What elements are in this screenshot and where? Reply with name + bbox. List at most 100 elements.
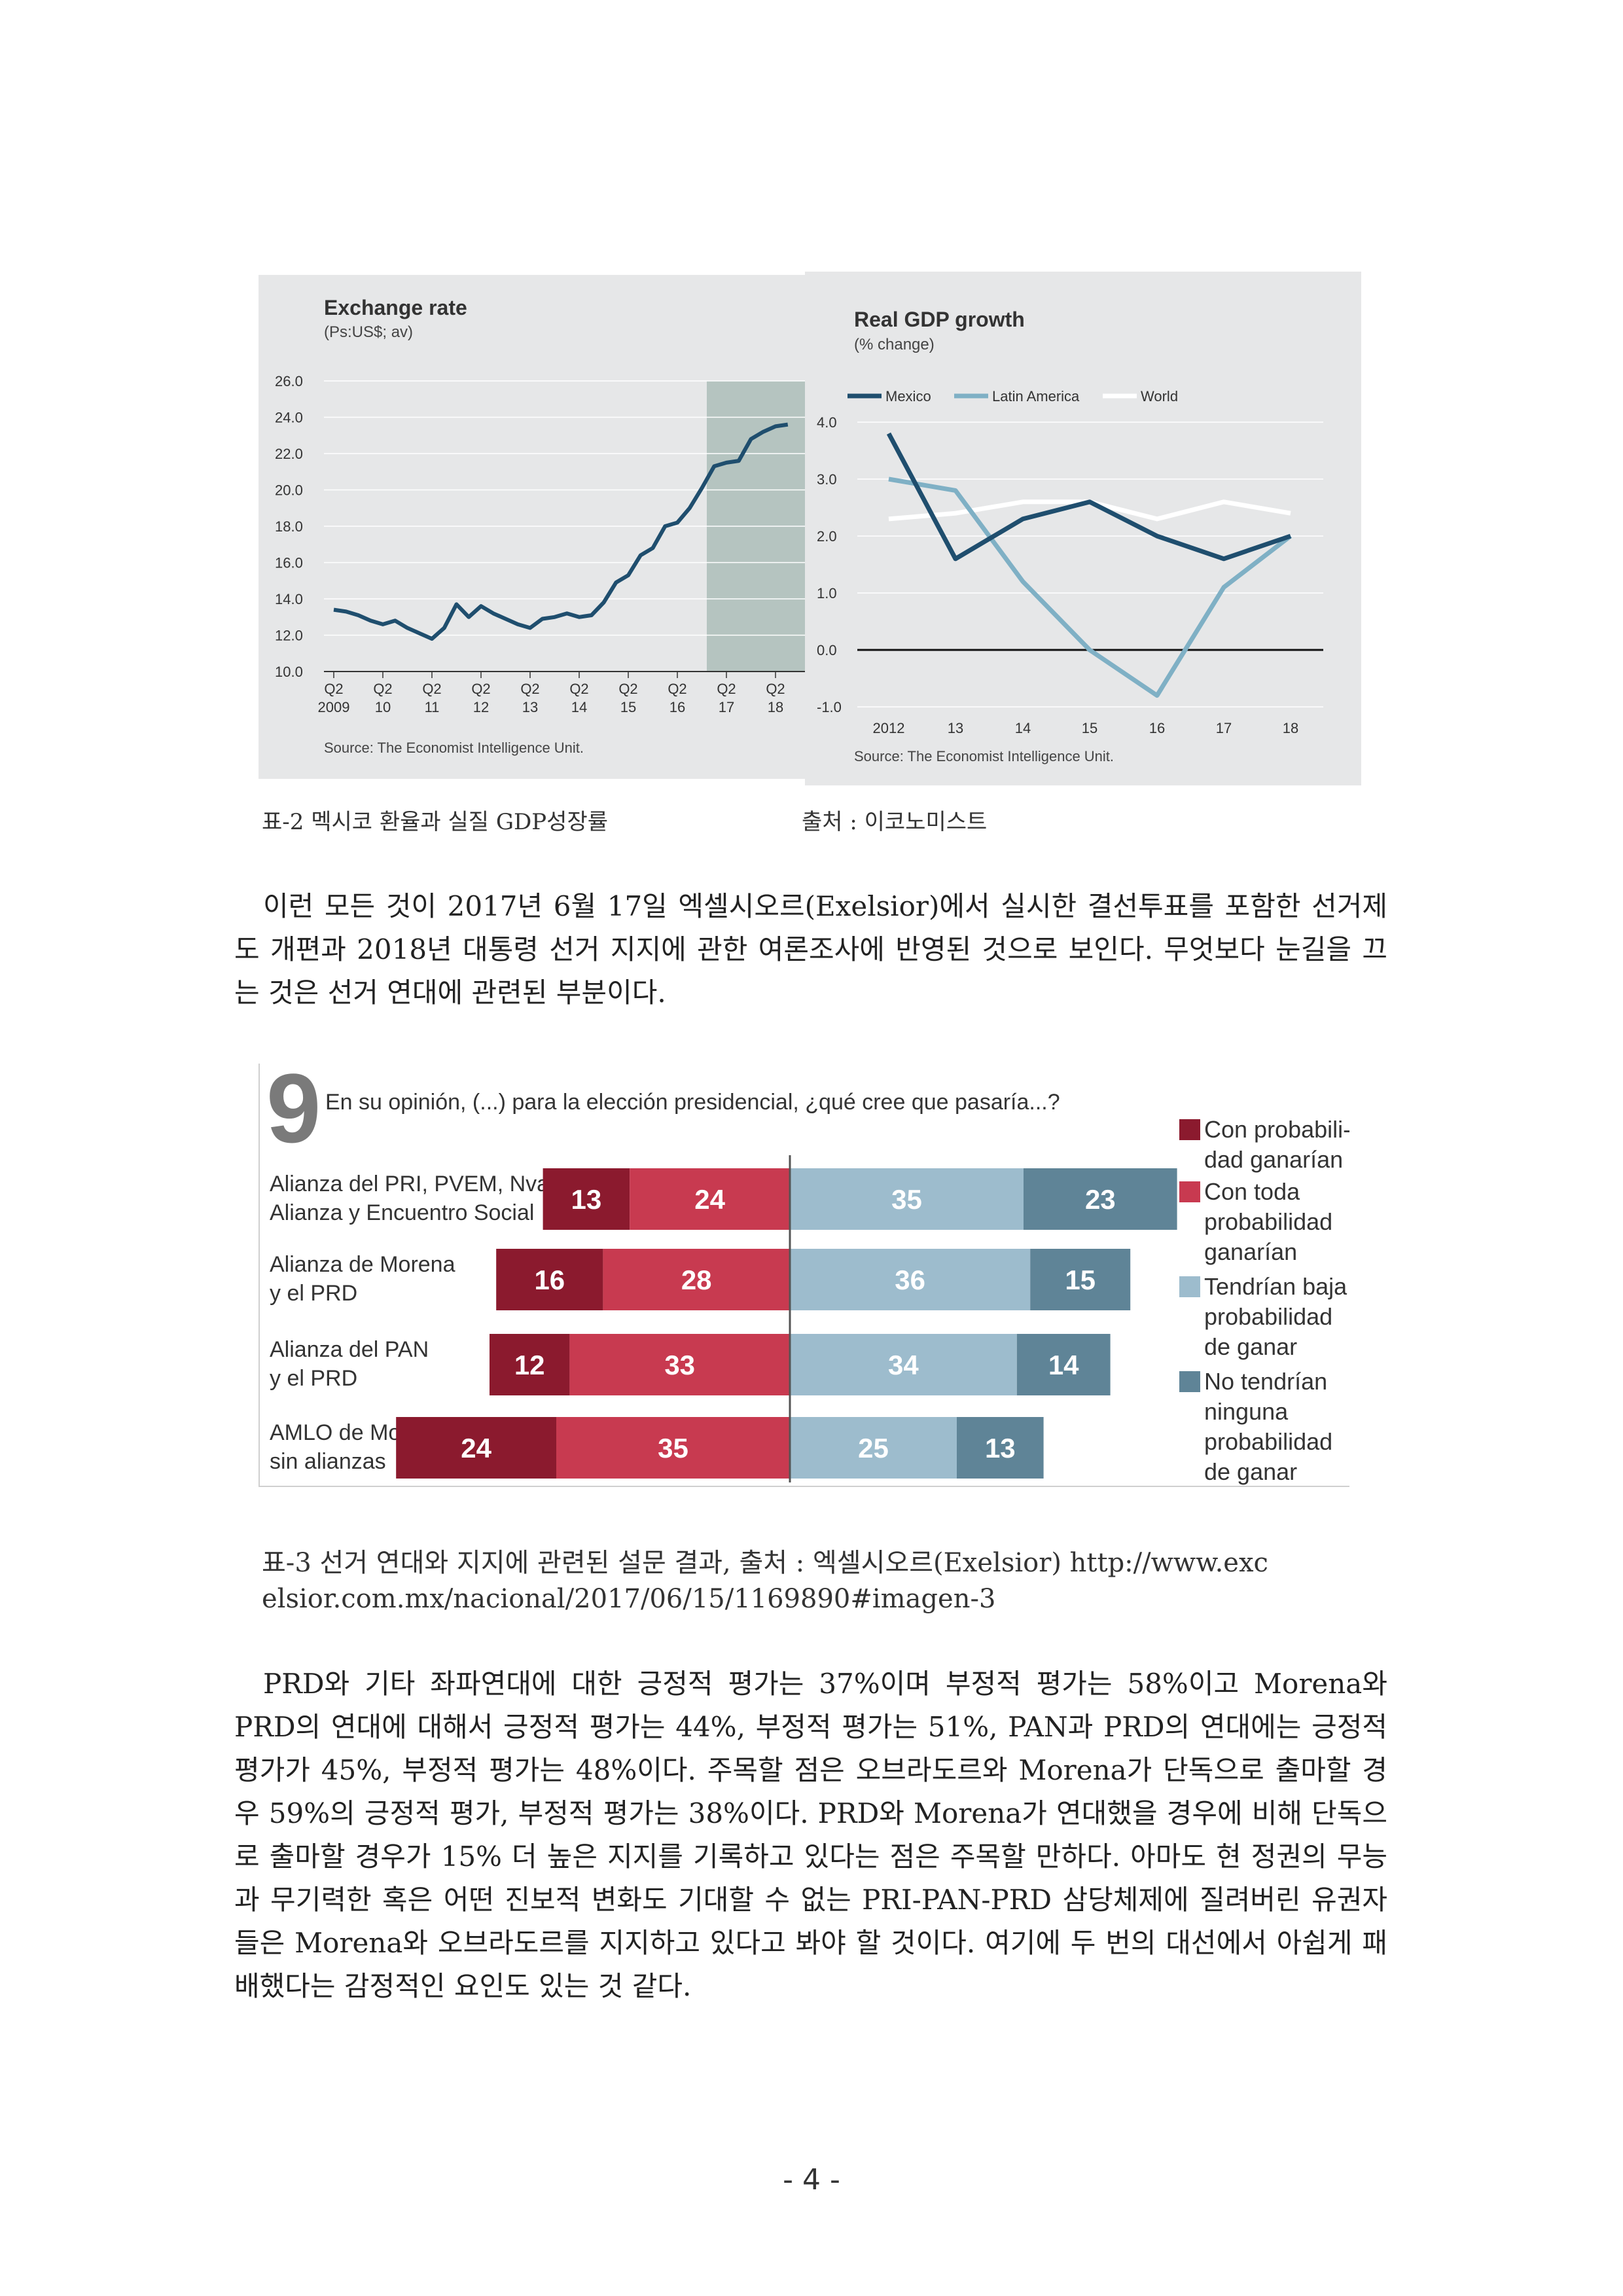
poll-bar-segment <box>496 1249 603 1310</box>
legend-swatch <box>1179 1276 1200 1297</box>
poll-bar-segment <box>790 1168 1024 1230</box>
exchange-chart-plot: 10.0 12.0 14.0 16.0 18.0 20.0 22.0 24.0 26.0 Q2 20… <box>275 373 805 715</box>
x-tick-label: 11 <box>425 699 440 715</box>
x-tick-label: 13 <box>522 699 538 715</box>
legend-swatch <box>1179 1181 1200 1202</box>
y-tick-label: 26.0 <box>275 373 303 389</box>
poll-bar-value: 16 <box>534 1265 565 1295</box>
y-tick-label: 12.0 <box>275 628 303 644</box>
gdp-chart-plot: Mexico Latin America World -1.0 0.0 1.0 2.0 3.0… <box>817 388 1323 736</box>
poll-question: En su opinión, (...) para la elección pr… <box>325 1090 1060 1115</box>
x-tick-label: Q2 <box>520 681 539 697</box>
poll-bar-segment <box>790 1249 1031 1310</box>
poll-bar-value: 35 <box>658 1433 688 1463</box>
poll-bar-value: 15 <box>1065 1265 1096 1295</box>
x-tick-label: Q2 <box>324 681 343 697</box>
row-label: y el PRD <box>270 1366 357 1391</box>
figure-2-caption: 표-2 멕시코 환율과 실질 GDP성장률 <box>262 809 609 835</box>
x-tick-label: 18 <box>768 699 783 715</box>
exchange-chart-source: Source: The Economist Intelligence Unit. <box>324 740 584 756</box>
legend-label: Mexico <box>885 388 931 404</box>
x-tick-label: 16 <box>669 699 685 715</box>
poll-bar-value: 34 <box>888 1350 919 1380</box>
x-tick-label: Q2 <box>373 681 392 697</box>
poll-bar-segment <box>630 1168 790 1230</box>
x-tick-label: 13 <box>948 720 963 736</box>
poll-bar-value: 24 <box>461 1433 491 1463</box>
y-tick-label: 22.0 <box>275 446 303 462</box>
figure-3-caption: 표-3 선거 연대와 지지에 관련된 설문 결과, 출처 : 엑셀시오르(Exe… <box>262 1548 1268 1578</box>
y-tick-label: 16.0 <box>275 555 303 571</box>
poll-bar-segment <box>396 1417 556 1479</box>
legend-swatch <box>1179 1371 1200 1392</box>
x-tick-label: Q2 <box>668 681 687 697</box>
row-label: Alianza de Morena <box>270 1252 455 1277</box>
legend-label: ninguna <box>1204 1398 1289 1425</box>
poll-bar-segment <box>790 1417 957 1479</box>
poll-bar-value: 33 <box>664 1350 695 1380</box>
x-tick-label: Q2 <box>422 681 441 697</box>
chart-number: 9 <box>266 1064 321 1163</box>
row-label: Alianza y Encuentro Social <box>270 1200 534 1225</box>
y-tick-label: 18.0 <box>275 518 303 535</box>
poll-bar-value: 35 <box>891 1184 922 1215</box>
poll-bar-value: 12 <box>514 1350 545 1380</box>
poll-bar-segment <box>1024 1168 1177 1230</box>
x-tick-label: 17 <box>719 699 734 715</box>
x-tick-label: Q2 <box>618 681 637 697</box>
x-tick-label: 14 <box>1015 720 1031 736</box>
x-tick-label: 2012 <box>873 720 905 736</box>
row-label: Alianza del PRI, PVEM, Nva. <box>270 1172 556 1196</box>
body-paragraph-1: 이런 모든 것이 2017년 6월 17일 엑셀시오르(Exelsior)에서 … <box>234 890 1387 1009</box>
x-tick-label: 12 <box>473 699 489 715</box>
legend-label: probabilidad <box>1204 1208 1332 1235</box>
poll-bar-value: 13 <box>571 1184 602 1215</box>
poll-bar-value: 13 <box>985 1433 1016 1463</box>
row-label: y el PRD <box>270 1281 357 1306</box>
poll-bar-segment <box>603 1249 790 1310</box>
exchange-chart-title: Exchange rate <box>324 296 467 319</box>
legend-swatch <box>1179 1119 1200 1140</box>
y-tick-label: 3.0 <box>817 471 837 488</box>
poll-bar-value: 36 <box>895 1265 925 1295</box>
row-label: Alianza del PAN <box>270 1337 429 1362</box>
poll-bar-segment <box>556 1417 790 1479</box>
legend-label: de ganar <box>1204 1458 1297 1485</box>
x-tick-label: Q2 <box>471 681 490 697</box>
x-tick-label: Q2 <box>717 681 736 697</box>
legend-label: Con probabili- <box>1204 1116 1349 1143</box>
x-tick-label: Q2 <box>766 681 785 697</box>
legend-label: Latin America <box>992 388 1080 404</box>
mexico-line <box>886 432 1292 562</box>
poll-bar-segment <box>490 1334 570 1395</box>
y-tick-label: -1.0 <box>817 699 842 715</box>
y-tick-label: 1.0 <box>817 585 837 601</box>
poll-bar-segment <box>957 1417 1044 1479</box>
y-tick-label: 0.0 <box>817 642 837 658</box>
x-tick-label: 10 <box>375 699 391 715</box>
poll-chart: 9 En su opinión, (...) para la elección p… <box>259 1064 1349 1487</box>
legend-label: dad ganarían <box>1204 1146 1343 1173</box>
legend-label: Con toda <box>1204 1178 1300 1205</box>
poll-bar-segment <box>1030 1249 1131 1310</box>
gdp-chart-title: Real GDP growth <box>854 308 1025 331</box>
gdp-chart-source: Source: The Economist Intelligence Unit. <box>854 748 1115 764</box>
y-tick-label: 14.0 <box>275 591 303 607</box>
x-tick-label: 16 <box>1149 720 1165 736</box>
poll-bar-value: 28 <box>681 1265 712 1295</box>
y-tick-label: 10.0 <box>275 664 303 680</box>
y-tick-label: 4.0 <box>817 414 837 431</box>
poll-bar-segment <box>543 1168 630 1230</box>
x-tick-label: 14 <box>571 699 587 715</box>
y-tick-label: 2.0 <box>817 528 837 545</box>
gdp-chart-subtitle: (% change) <box>854 336 935 353</box>
figure-3-url: elsior.com.mx/nacional/2017/06/15/116989… <box>262 1584 996 1614</box>
x-tick-label: 2009 <box>318 699 350 715</box>
x-tick-label: 15 <box>620 699 636 715</box>
poll-bar-segment <box>569 1334 790 1395</box>
legend-label: No tendrían <box>1204 1368 1327 1395</box>
x-tick-label: 15 <box>1082 720 1097 736</box>
legend-label: ganarían <box>1204 1238 1297 1265</box>
poll-bar-value: 24 <box>694 1184 725 1215</box>
x-tick-label: Q2 <box>569 681 588 697</box>
